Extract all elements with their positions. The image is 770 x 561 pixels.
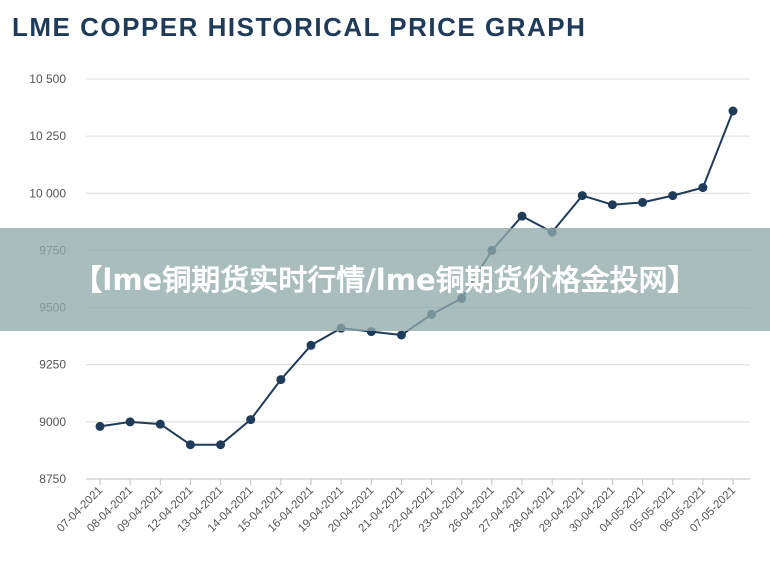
data-point — [306, 340, 316, 350]
data-point — [668, 191, 678, 201]
y-tick-label: 9000 — [39, 415, 66, 429]
y-tick-label: 10 250 — [29, 129, 66, 143]
data-point — [246, 415, 256, 425]
data-point — [638, 197, 648, 207]
data-point — [728, 106, 738, 116]
data-point — [185, 440, 195, 450]
data-point — [216, 440, 226, 450]
y-tick-label: 10 500 — [29, 72, 66, 86]
data-point — [125, 417, 135, 427]
data-point — [607, 200, 617, 210]
data-point — [155, 419, 165, 429]
overlay-text: 【lme铜期货实时行情/lme铜期货价格金投网】 — [73, 262, 697, 297]
y-tick-label: 10 000 — [29, 186, 66, 200]
x-axis-ticks: 07-04-202108-04-202109-04-202112-04-2021… — [55, 479, 738, 535]
data-point — [95, 421, 105, 431]
data-point — [517, 211, 527, 221]
data-point — [577, 191, 587, 201]
chart-title: LME COPPER HISTORICAL PRICE GRAPH — [12, 12, 587, 42]
data-point — [396, 330, 406, 340]
y-tick-label: 9250 — [39, 358, 66, 372]
overlay-banner: 【lme铜期货实时行情/lme铜期货价格金投网】 — [0, 228, 770, 331]
y-tick-label: 8750 — [39, 472, 66, 486]
data-point — [276, 375, 286, 385]
data-point — [698, 183, 708, 193]
